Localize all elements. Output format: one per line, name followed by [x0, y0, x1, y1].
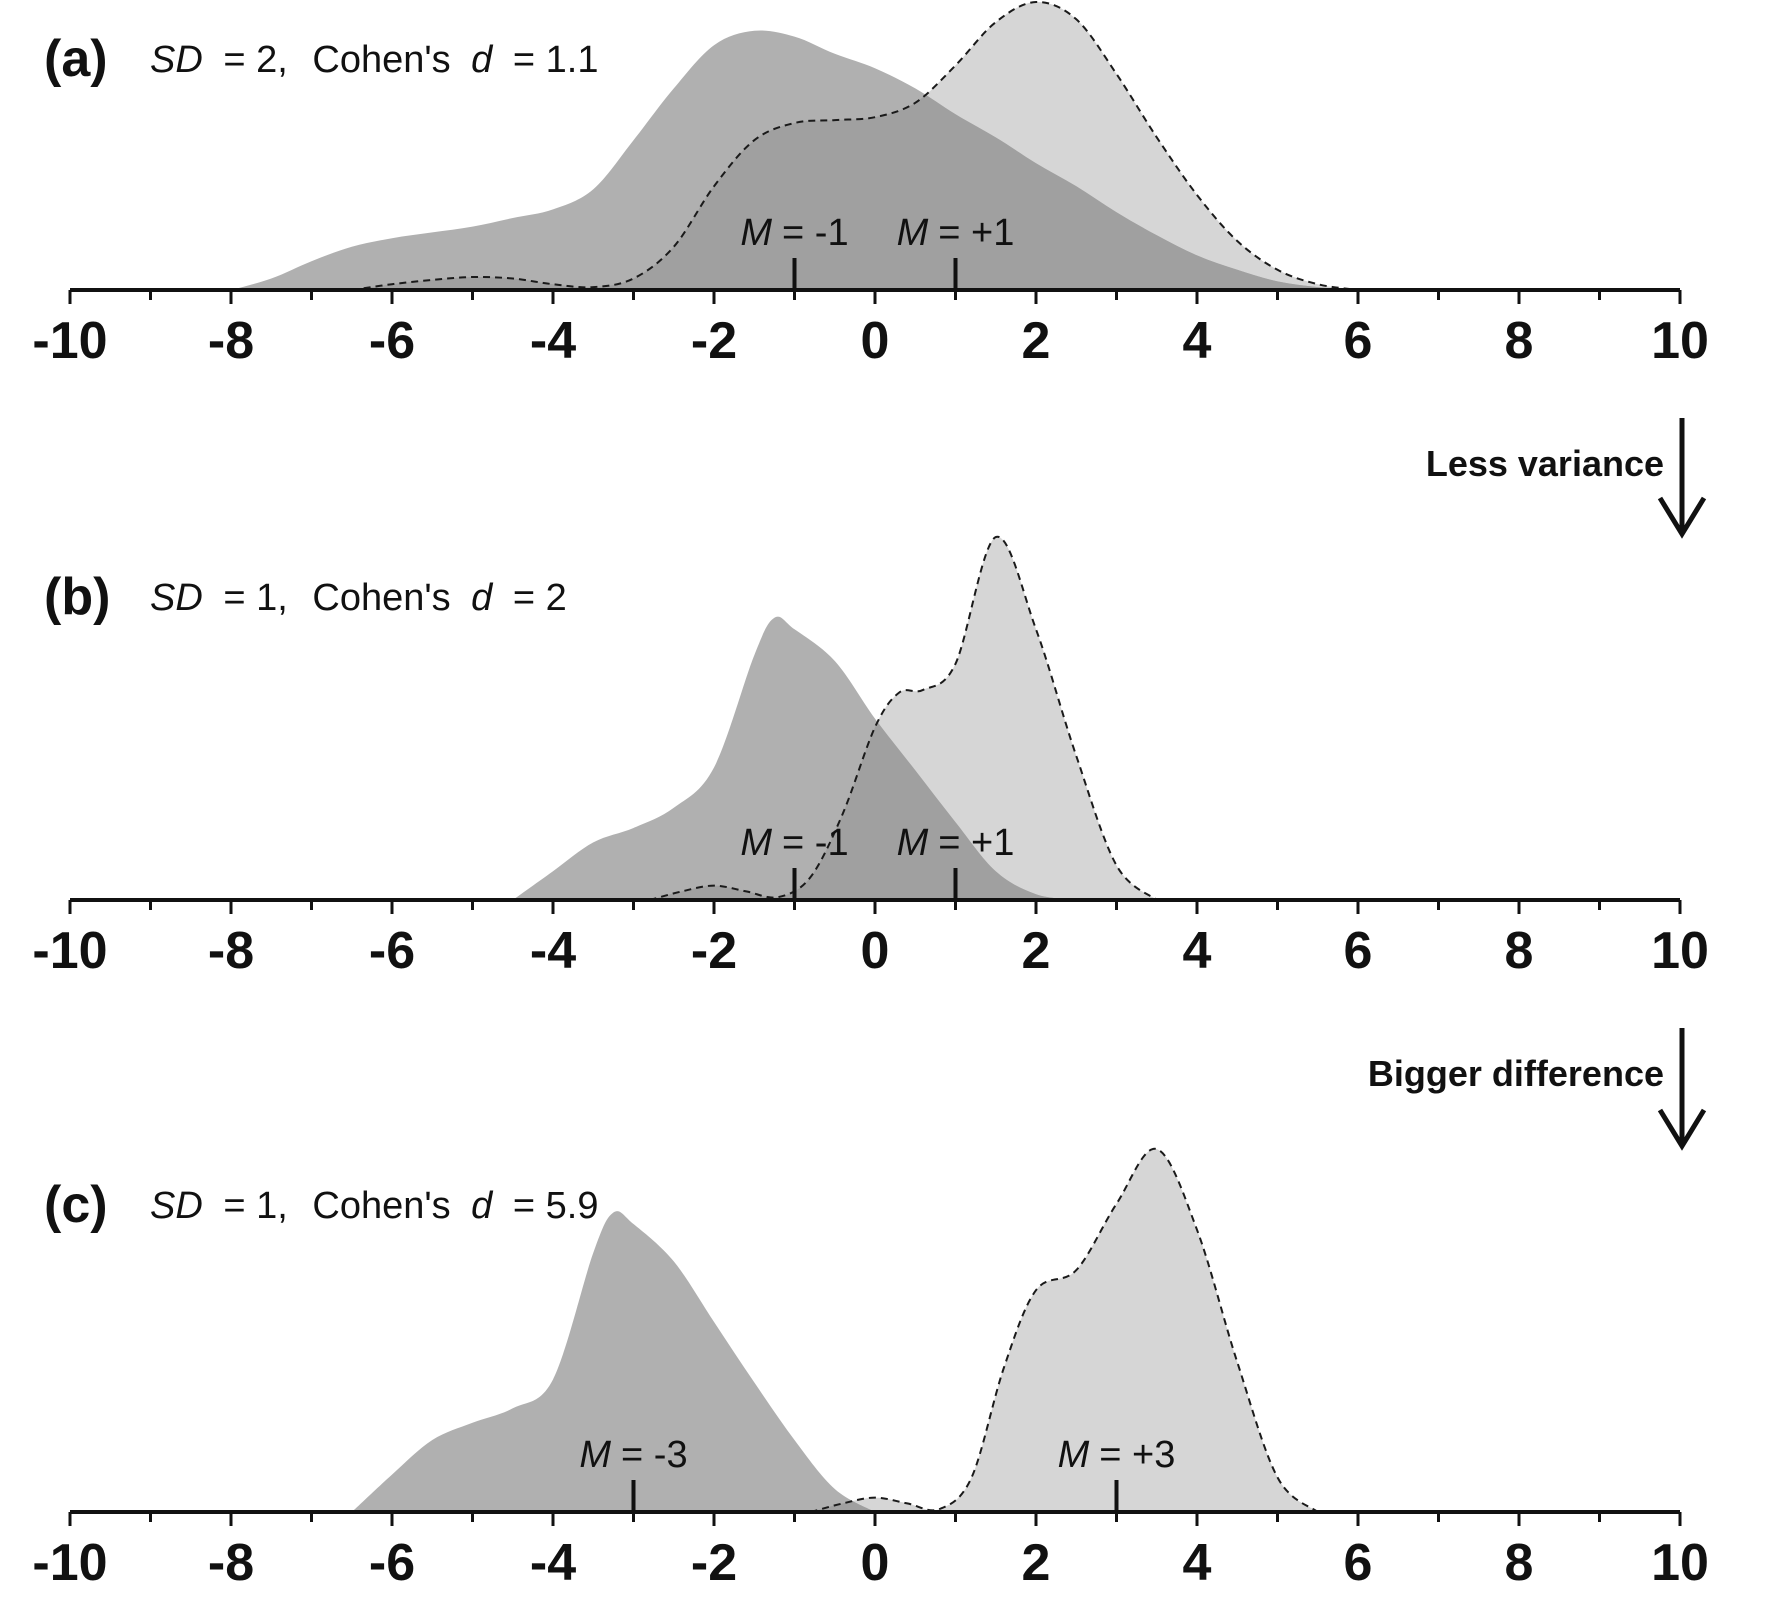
x-axis: -10 -8 -6 -4 -2 0 2 4 6 8 10 [32, 898, 1709, 980]
density-curves [231, 0, 1359, 291]
tick-label: -10 [32, 1534, 107, 1592]
d-value: = 1.1 [513, 39, 599, 81]
panel-b: -10 -8 -6 -4 -2 0 2 4 6 8 10 M = -1 M = +1 (b) SD = 1… [32, 536, 1709, 980]
tick-label: -2 [691, 312, 737, 370]
arrow-head-icon [1657, 496, 1707, 539]
tick-label: -6 [369, 1534, 415, 1592]
cohen-label: Cohen's [312, 577, 450, 619]
d-symbol: d [471, 1185, 494, 1227]
mean-label: M = -3 [579, 1434, 687, 1476]
tick-label: 10 [1651, 922, 1709, 980]
tick-label: -4 [530, 1534, 576, 1592]
panel-stats: SD = 1, Cohen's d = 5.9 [150, 1185, 598, 1227]
tick-label: 8 [1505, 1534, 1534, 1592]
panel-label: (b) [44, 568, 110, 626]
mean-markers: M = -1 M = +1 [740, 212, 1014, 290]
x-axis: -10 -8 -6 -4 -2 0 2 4 6 8 10 [32, 288, 1709, 370]
density-curves [351, 1148, 1319, 1513]
tick-label: 8 [1505, 922, 1534, 980]
sd-value: = 2, [223, 39, 287, 81]
tick-label: -8 [208, 922, 254, 980]
tick-label: -8 [208, 312, 254, 370]
tick-label: 10 [1651, 312, 1709, 370]
dark-distribution-fill [351, 1211, 875, 1512]
panel-stats: SD = 1, Cohen's d = 2 [150, 577, 567, 619]
tick-label: 6 [1344, 922, 1373, 980]
d-symbol: d [471, 577, 494, 619]
sd-value: = 1, [223, 577, 287, 619]
transition-bigger-difference: Bigger difference [1368, 1028, 1707, 1151]
tick-label: -2 [691, 922, 737, 980]
light-distribution-fill [649, 536, 1157, 900]
arrow-head-icon [1657, 1108, 1707, 1151]
tick-label: 2 [1022, 922, 1051, 980]
panel-label: (a) [44, 30, 108, 88]
tick-label: 10 [1651, 1534, 1709, 1592]
tick-label: -2 [691, 1534, 737, 1592]
tick-label: -10 [32, 922, 107, 980]
tick-label: 4 [1183, 312, 1212, 370]
d-value: = 2 [513, 577, 567, 619]
tick-label: 6 [1344, 312, 1373, 370]
mean-label: M = +1 [897, 212, 1015, 254]
panel-stats: SD = 2, Cohen's d = 1.1 [150, 39, 598, 81]
d-value: = 5.9 [513, 1185, 599, 1227]
mean-markers: M = -1 M = +1 [740, 822, 1014, 900]
mean-label: M = +3 [1058, 1434, 1176, 1476]
sd-symbol: SD [150, 39, 203, 81]
x-axis: -10 -8 -6 -4 -2 0 2 4 6 8 10 [32, 1510, 1709, 1592]
panel-a: -10 -8 -6 -4 -2 0 2 4 6 8 10 M = -1 M = +1 (a) SD = 2… [32, 0, 1709, 370]
sd-value: = 1, [223, 1185, 287, 1227]
tick-label: -4 [530, 312, 576, 370]
sd-symbol: SD [150, 1185, 203, 1227]
cohen-label: Cohen's [312, 39, 450, 81]
panel-label: (c) [44, 1176, 108, 1234]
light-distribution-outline [810, 1148, 1319, 1513]
light-distribution-outline [649, 536, 1158, 901]
tick-label: -6 [369, 922, 415, 980]
tick-label: 0 [861, 312, 890, 370]
transition-label: Bigger difference [1368, 1053, 1664, 1094]
tick-label: 2 [1022, 312, 1051, 370]
density-curves [512, 536, 1158, 901]
tick-label: 6 [1344, 1534, 1373, 1592]
light-distribution-fill [810, 1148, 1318, 1512]
tick-label: -8 [208, 1534, 254, 1592]
mean-markers: M = -3 M = +3 [579, 1434, 1175, 1512]
tick-label: -10 [32, 312, 107, 370]
mean-label: M = -1 [740, 822, 848, 864]
tick-label: 4 [1183, 922, 1212, 980]
panel-c: -10 -8 -6 -4 -2 0 2 4 6 8 10 M = -3 M = +3 (c) SD = 1… [32, 1148, 1709, 1592]
cohen-label: Cohen's [312, 1185, 450, 1227]
transition-less-variance: Less variance [1426, 418, 1707, 539]
tick-label: 4 [1183, 1534, 1212, 1592]
mean-label: M = -1 [740, 212, 848, 254]
tick-label: 0 [861, 1534, 890, 1592]
transition-label: Less variance [1426, 443, 1664, 484]
tick-label: 8 [1505, 312, 1534, 370]
sd-symbol: SD [150, 577, 203, 619]
tick-label: 2 [1022, 1534, 1051, 1592]
light-distribution-outline [351, 0, 1359, 291]
d-symbol: d [471, 39, 494, 81]
tick-label: -4 [530, 922, 576, 980]
tick-label: -6 [369, 312, 415, 370]
tick-label: 0 [861, 922, 890, 980]
mean-label: M = +1 [897, 822, 1015, 864]
